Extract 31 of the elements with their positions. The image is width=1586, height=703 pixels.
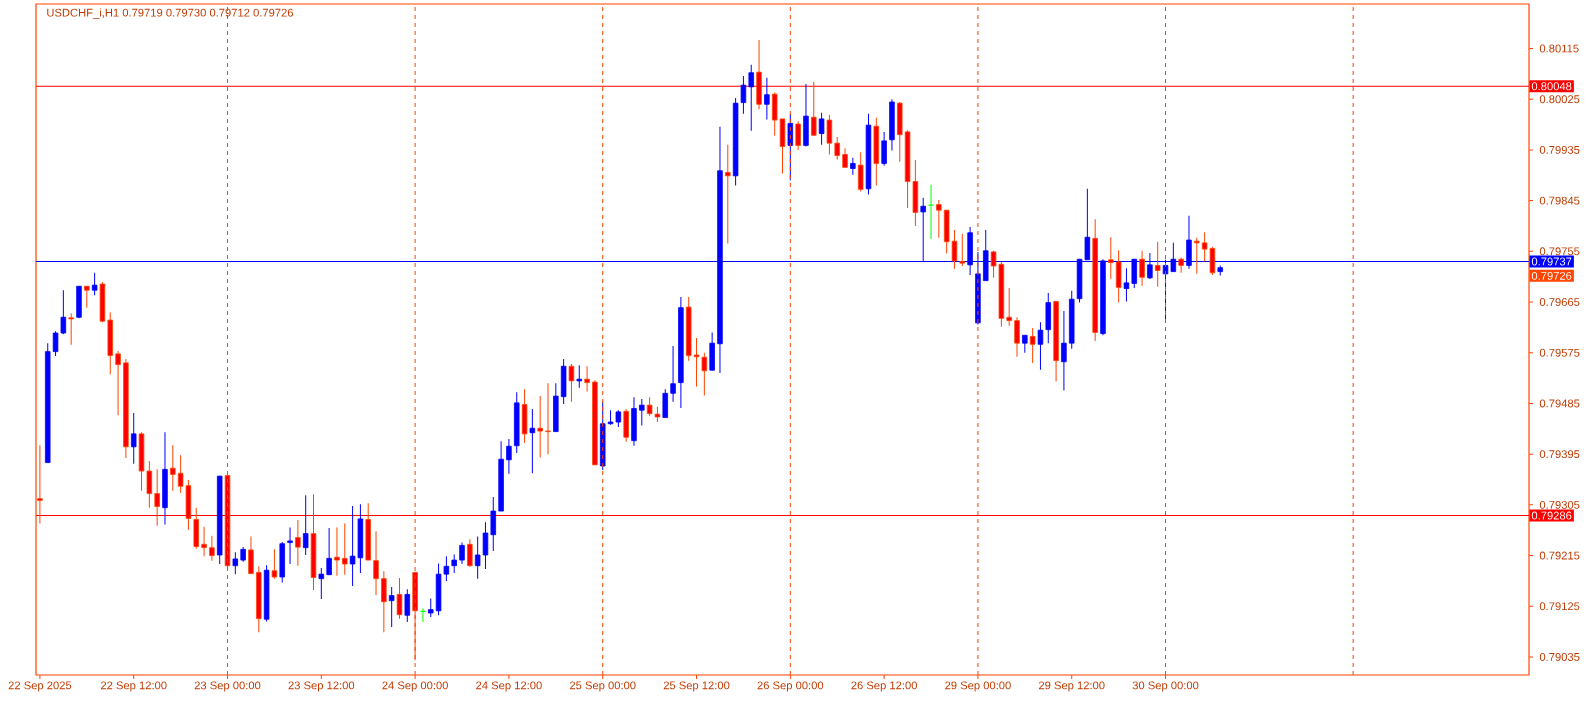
x-tick-label: 26 Sep 00:00 [757, 681, 824, 692]
x-tick-label: 25 Sep 00:00 [569, 681, 636, 692]
y-tick-label: 0.79575 [1539, 348, 1580, 357]
y-tick-label: 0.79215 [1539, 551, 1580, 560]
x-tick-label: 30 Sep 00:00 [1132, 681, 1199, 692]
y-tick-label: 0.80025 [1539, 95, 1580, 104]
y-tick-label: 0.79485 [1539, 399, 1580, 408]
ref-line-label: 0.79286 [1531, 511, 1572, 520]
x-tick-label: 29 Sep 00:00 [945, 681, 1011, 692]
y-tick-label: 0.79755 [1539, 247, 1580, 256]
text: 0.79726 [1531, 271, 1572, 280]
x-tick-label: 25 Sep 12:00 [663, 681, 730, 692]
y-tick-label: 0.79305 [1539, 500, 1580, 509]
y-tick-label: 0.79035 [1539, 653, 1580, 661]
ref-line-label: 0.79737 [1531, 257, 1572, 266]
y-tick-label: 0.80115 [1539, 44, 1579, 53]
x-tick-label: 22 Sep 2025 [8, 681, 72, 692]
ref-line-label: 0.80048 [1531, 82, 1572, 91]
x-tick-label: 29 Sep 12:00 [1038, 681, 1105, 692]
x-tick-label: 26 Sep 12:00 [851, 681, 917, 692]
y-tick-label: 0.79125 [1539, 602, 1580, 611]
y-tick-label: 0.79665 [1539, 298, 1580, 306]
y-tick-label: 0.79935 [1539, 145, 1580, 154]
x-tick-label: 22 Sep 12:00 [100, 681, 167, 692]
chart-title: USDCHF_i,H1 0.79719 0.79730 0.79712 0.79726 [47, 8, 294, 19]
y-tick-label: 0.79395 [1539, 450, 1580, 459]
x-tick-label: 24 Sep 12:00 [476, 681, 542, 692]
y-tick-label: 0.79845 [1539, 196, 1580, 205]
x-tick-label: 24 Sep 00:00 [382, 681, 448, 692]
x-tick-label: 23 Sep 00:00 [194, 681, 261, 692]
x-tick-label: 23 Sep 12:00 [288, 681, 355, 692]
